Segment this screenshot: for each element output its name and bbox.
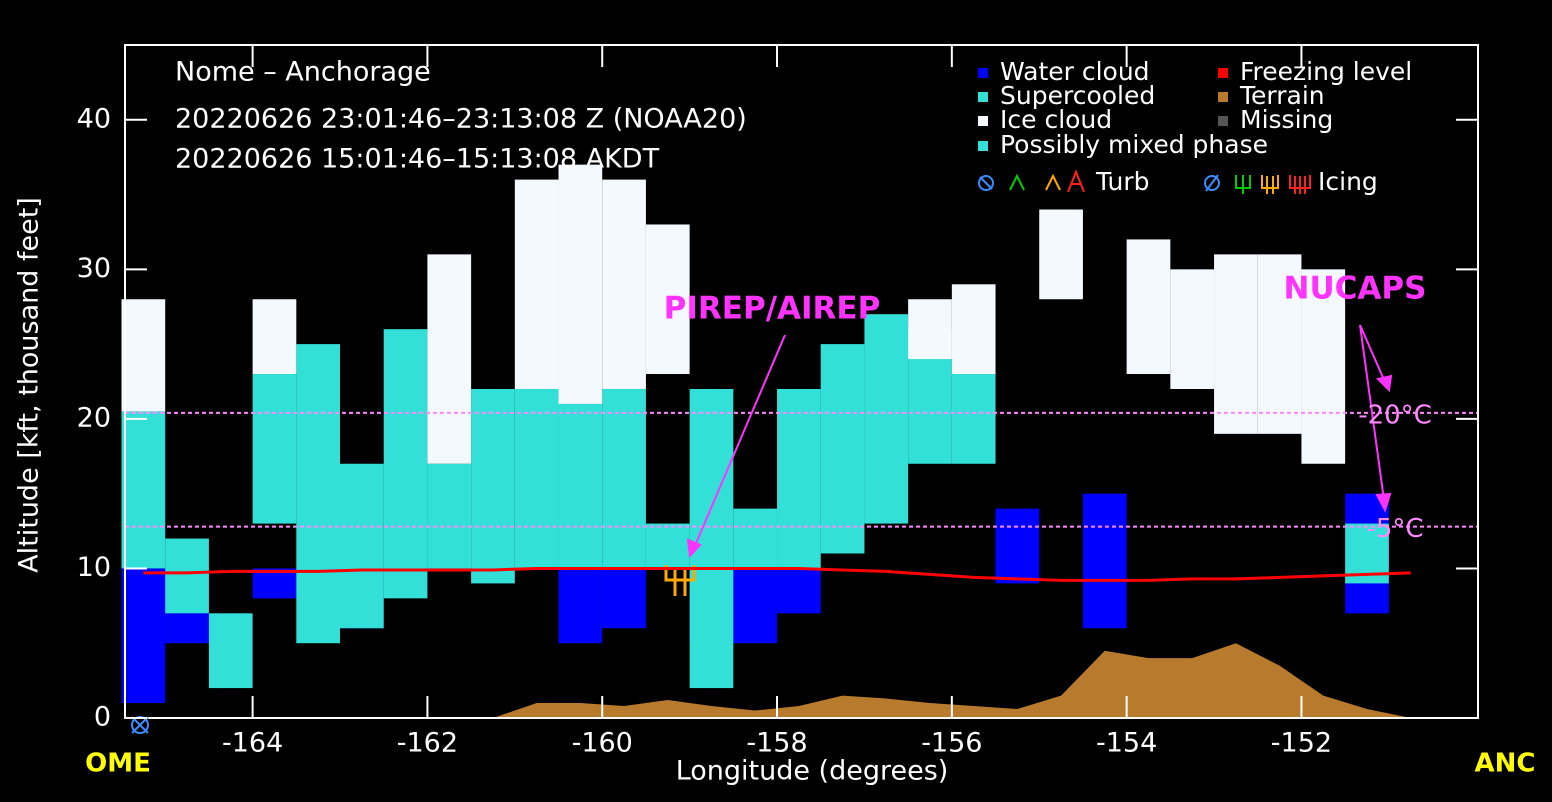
legend-swatch <box>978 68 988 78</box>
cloud-column <box>996 509 1040 584</box>
cloud-column <box>602 568 646 628</box>
x-tick-label: -156 <box>921 728 982 759</box>
subtitle: 20220626 23:01:46–23:13:08 Z (NOAA20) <box>175 104 747 135</box>
x-tick-label: -160 <box>572 728 633 759</box>
cloud-column <box>427 254 471 463</box>
cloud-column <box>908 299 952 359</box>
legend-swatch <box>978 92 988 102</box>
hazard-legend: Icing <box>1318 167 1378 196</box>
annotation: PIREP/AIREP <box>664 291 881 327</box>
x-start-label: OME <box>85 749 151 779</box>
x-tick-label: -152 <box>1271 728 1332 759</box>
cloud-column <box>253 299 297 374</box>
subtitle: 20220626 15:01:46–15:13:08 AKDT <box>175 144 660 175</box>
cloud-column <box>515 180 559 389</box>
x-tick-label: -162 <box>397 728 458 759</box>
cloud-column <box>777 568 821 613</box>
cloud-column <box>471 389 515 583</box>
cloud-column <box>777 389 821 568</box>
cloud-column <box>122 299 166 411</box>
legend-swatch <box>978 116 988 126</box>
x-tick-label: -154 <box>1096 728 1157 759</box>
cloud-column <box>209 613 253 688</box>
cloud-column <box>602 180 646 389</box>
x-tick-label: -158 <box>746 728 807 759</box>
y-tick-label: 40 <box>77 103 111 134</box>
cloud-column <box>646 524 690 569</box>
x-end-label: ANC <box>1475 749 1536 779</box>
y-tick-label: 0 <box>94 702 111 733</box>
cloud-column <box>122 568 166 703</box>
legend-swatch <box>1218 92 1228 102</box>
cloud-column <box>340 464 384 629</box>
cloud-column <box>559 568 603 643</box>
cloud-column <box>165 539 209 614</box>
cloud-column <box>864 314 908 523</box>
page: {"chart_data": { "type": "cross-section"… <box>0 0 1552 802</box>
cloud-column <box>384 329 428 598</box>
cloud-column <box>952 374 996 464</box>
legend-label: Possibly mixed phase <box>1000 130 1268 159</box>
hazard-legend: Turb <box>1095 167 1149 196</box>
cloud-column <box>1039 210 1083 300</box>
annotation: NUCAPS <box>1284 271 1427 307</box>
legend-swatch <box>1218 116 1228 126</box>
cloud-column <box>602 389 646 568</box>
cloud-column <box>733 568 777 643</box>
cloud-column <box>122 411 166 568</box>
cloud-column <box>733 509 777 569</box>
y-tick-label: 10 <box>77 552 111 583</box>
cloud-column <box>1170 269 1214 389</box>
legend-swatch <box>1218 68 1228 78</box>
cloud-column <box>690 389 734 688</box>
cloud-column <box>1127 239 1171 374</box>
cloud-column <box>1083 494 1127 629</box>
cloud-column <box>559 404 603 569</box>
isotherm-label: -20°C <box>1358 400 1432 430</box>
x-axis-label: Longitude (degrees) <box>676 756 949 787</box>
surface-symbol <box>132 717 148 733</box>
cloud-column <box>515 389 559 568</box>
y-tick-label: 30 <box>77 253 111 284</box>
cloud-column <box>296 344 340 643</box>
legend-swatch <box>978 141 988 151</box>
cloud-column <box>559 165 603 404</box>
cloud-column <box>1214 254 1258 433</box>
cloud-column <box>952 284 996 374</box>
cloud-column <box>427 464 471 569</box>
isotherm-label: -5°C <box>1366 514 1423 544</box>
chart: Nome – Anchorage 20220626 23:01:46–23:13… <box>0 0 1552 802</box>
y-axis-label: Altitude [kft, thousand feet] <box>14 197 45 573</box>
y-tick-label: 20 <box>77 402 111 433</box>
chart-title: Nome – Anchorage <box>175 57 431 88</box>
x-tick-label: -164 <box>222 728 283 759</box>
cloud-column <box>821 344 865 553</box>
cloud-column <box>253 374 297 524</box>
